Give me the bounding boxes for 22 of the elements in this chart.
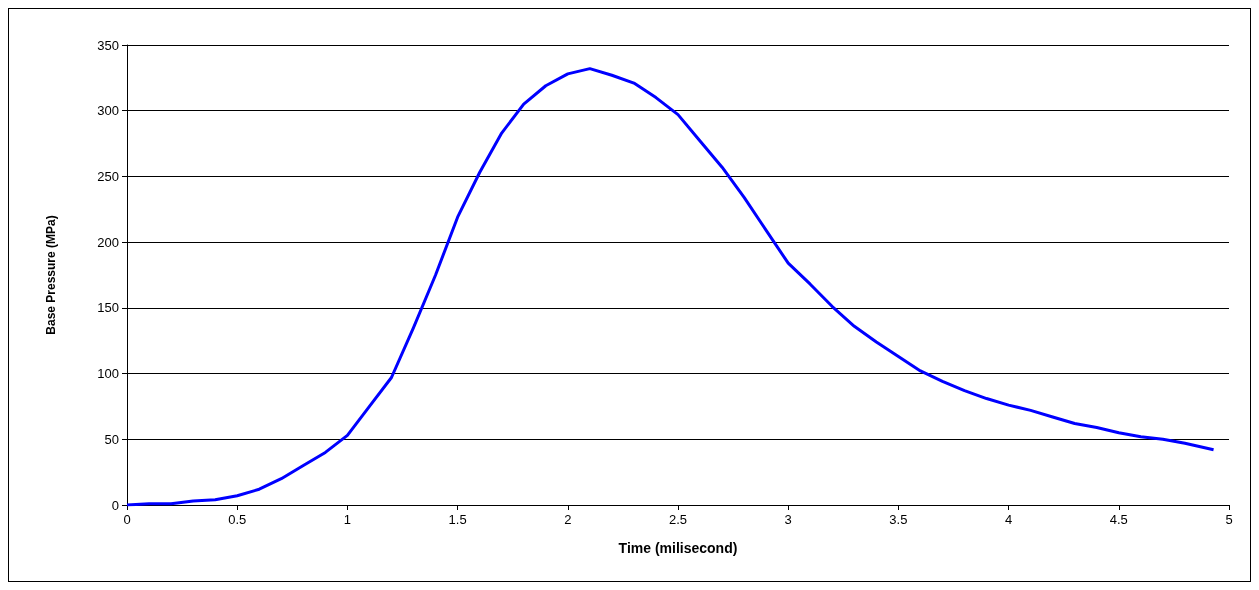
y-tick-label: 350 <box>97 37 119 53</box>
y-axis-title: Base Pressure (MPa) <box>44 215 58 335</box>
x-tick-label: 0.5 <box>228 512 247 527</box>
y-tick-label: 100 <box>97 366 119 382</box>
y-tick-label: 50 <box>104 431 119 447</box>
x-tick-label: 0 <box>123 512 131 527</box>
y-tick-label: 300 <box>97 103 119 119</box>
x-tick-label: 1 <box>343 512 352 527</box>
y-tick-label: 250 <box>97 168 119 184</box>
x-tick-label: 1.5 <box>448 512 467 527</box>
line-series <box>125 67 1216 507</box>
x-tick-label: 3.5 <box>889 512 908 527</box>
y-tick-label: 150 <box>97 300 119 316</box>
y-tick-label: 0 <box>111 497 119 513</box>
y-tick-label: 200 <box>97 234 119 250</box>
x-tick-label: 4 <box>1004 512 1013 527</box>
x-tick-label: 4.5 <box>1109 512 1128 527</box>
x-tick-label: 2 <box>564 512 572 527</box>
x-axis-title: Time (milisecond) <box>618 540 738 556</box>
x-tick-label: 3 <box>784 512 792 527</box>
x-tick-label: 2.5 <box>668 512 688 527</box>
x-tick-label: 5 <box>1225 512 1233 527</box>
